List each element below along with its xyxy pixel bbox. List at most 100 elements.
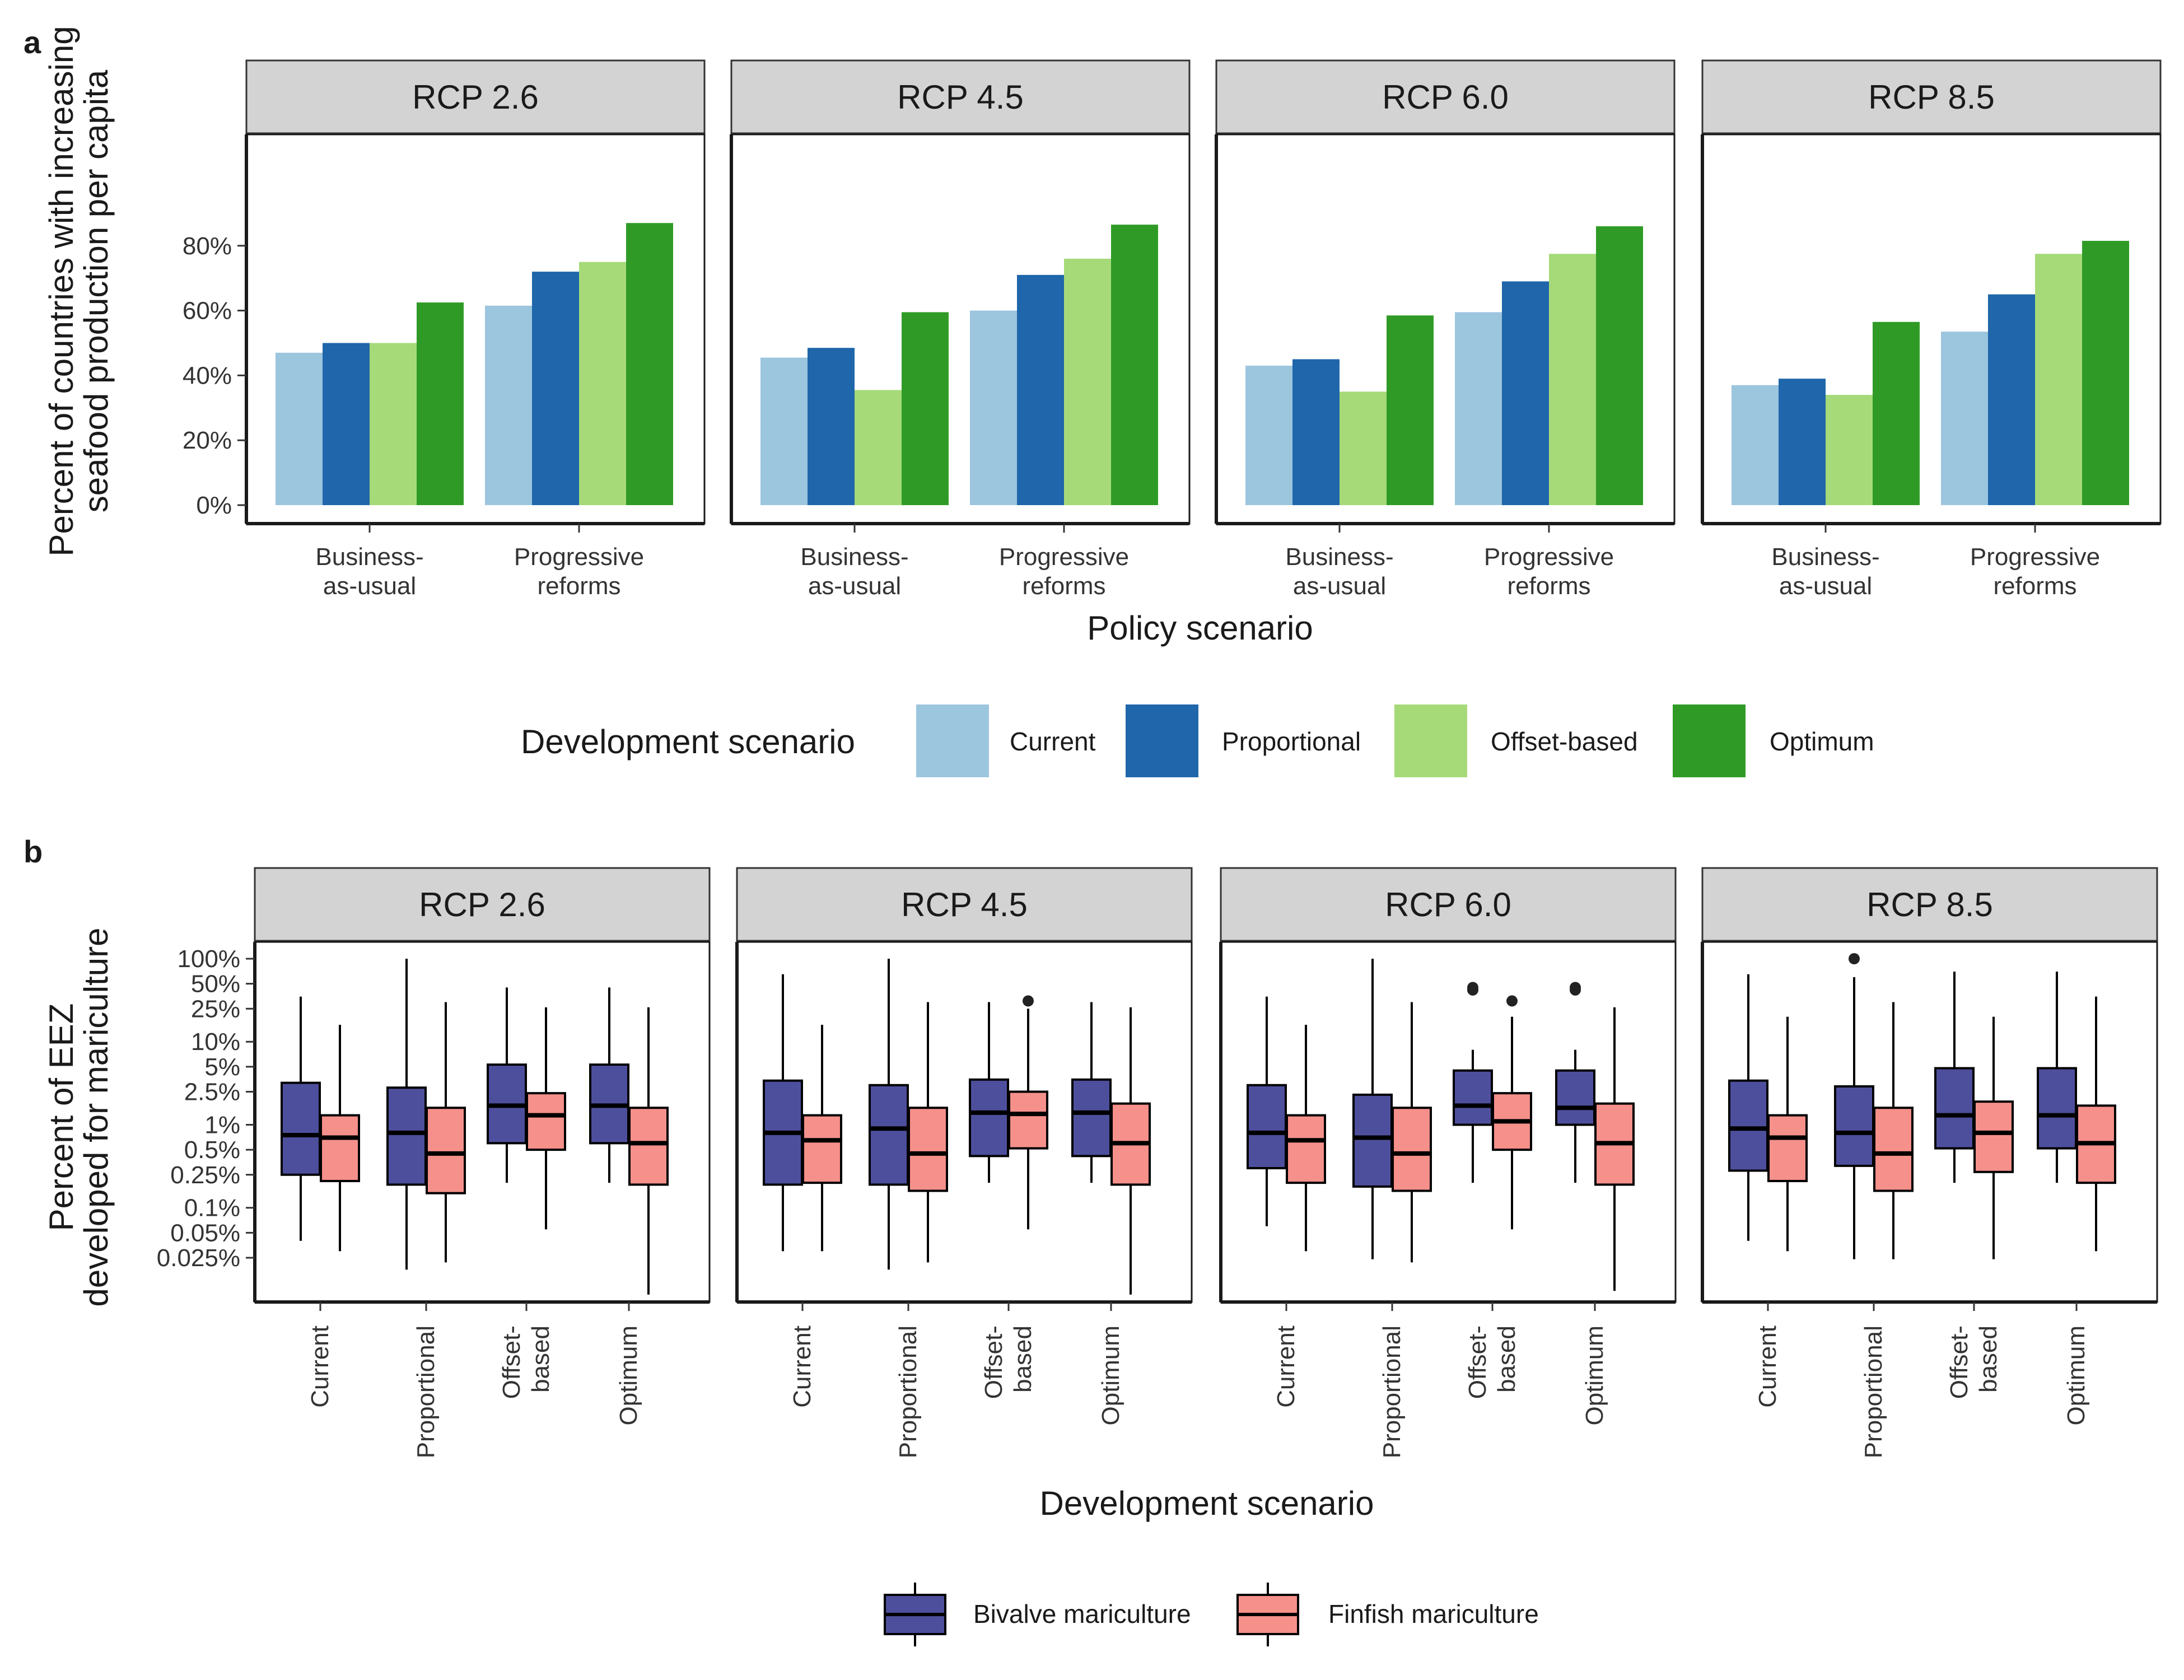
x-tick-label-line: as-usual xyxy=(323,572,416,600)
box-finfish-offset-based xyxy=(1492,995,1532,1230)
x-tick-label: Offset-based xyxy=(1464,1326,1520,1399)
x-tick-label: Offset-based xyxy=(498,1326,554,1399)
bar-offset-based-progressive-reforms xyxy=(1549,254,1596,505)
x-tick-label: Proportional xyxy=(1378,1326,1406,1458)
box-bivalve-offset-based xyxy=(1934,971,1975,1183)
bar-proportional-business-as-usual xyxy=(808,348,855,505)
bar-offset-based-progressive-reforms xyxy=(579,262,626,505)
box-bivalve-current xyxy=(1728,974,1768,1241)
y-tick-label: 0.25% xyxy=(170,1161,240,1189)
box-body xyxy=(802,1114,842,1184)
box-bivalve-offset-based xyxy=(969,1002,1009,1183)
box-bivalve-optimum xyxy=(1555,982,1595,1183)
legend-label-offset-based: Offset-based xyxy=(1491,727,1638,756)
box-finfish-offset-based xyxy=(1008,995,1048,1230)
x-tick-label-line: Progressive xyxy=(514,543,644,571)
box-body xyxy=(1352,1093,1393,1188)
x-tick-label-line: as-usual xyxy=(808,572,901,600)
bar-current-progressive-reforms xyxy=(970,310,1017,505)
facet-strip xyxy=(1701,867,2158,942)
legend: Development scenario Current Proportional O… xyxy=(521,704,1874,777)
box-body xyxy=(386,1086,427,1186)
legend-key-current xyxy=(916,704,989,777)
x-tick-label: Proportional xyxy=(1860,1326,1887,1458)
y-tick-label: 25% xyxy=(191,995,240,1023)
outlier-point xyxy=(1849,953,1860,964)
facet-label: RCP 6.0 xyxy=(1382,78,1509,116)
facet-label: RCP 6.0 xyxy=(1385,886,1511,923)
y-tick-label: 0.5% xyxy=(184,1136,240,1164)
x-tick-label-line: Progressive xyxy=(999,543,1129,571)
facet-rcp-8-5: RCP 8.5 Current Proportional Offset-based Op… xyxy=(1701,867,2158,1458)
legend-label-current: Current xyxy=(1010,727,1096,756)
box-body xyxy=(1247,1084,1287,1170)
box-body xyxy=(969,1078,1009,1158)
facet-strip xyxy=(730,59,1191,134)
box-body xyxy=(1286,1114,1326,1184)
box-finfish-optimum xyxy=(2076,996,2116,1252)
x-tick-label-line: Current xyxy=(306,1326,334,1408)
bar-offset-based-progressive-reforms xyxy=(1064,258,1111,505)
x-tick-label: Optimum xyxy=(1097,1326,1124,1425)
box-bivalve-current xyxy=(1247,996,1287,1226)
bar-offset-based-business-as-usual xyxy=(855,390,902,505)
bar-optimum-business-as-usual xyxy=(1873,321,1920,505)
y-tick-label: 5% xyxy=(204,1053,240,1081)
box-finfish-current xyxy=(1767,1016,1808,1252)
legend-key-offset-based xyxy=(1394,704,1467,777)
x-tick-label-line: Business- xyxy=(315,543,423,571)
y-tick-label: 60% xyxy=(183,297,232,325)
box-body xyxy=(1873,1107,1914,1192)
y-tick-label: 1% xyxy=(204,1111,240,1138)
outlier-point xyxy=(1506,995,1518,1007)
y-axis-title: Percent of EEZdeveloped for mariculture xyxy=(43,927,115,1306)
x-tick-label: Business-as-usual xyxy=(1285,543,1393,600)
y-tick-label: 80% xyxy=(183,232,232,260)
x-tick-label-line: as-usual xyxy=(1293,572,1386,600)
facet-rcp-6-0: RCP 6.0 Business-as-usual Progressive refor… xyxy=(1215,59,1676,600)
box-bivalve-proportional xyxy=(1834,953,1874,1259)
x-tick-label: Progressive reforms xyxy=(1484,543,1614,600)
bar-current-business-as-usual xyxy=(276,352,323,505)
legend-label-bivalve: Bivalve mariculture xyxy=(973,1599,1191,1628)
y-tick-label: 10% xyxy=(191,1028,240,1056)
x-tick-label: Optimum xyxy=(2062,1326,2090,1425)
x-tick-label: Business-as-usual xyxy=(315,543,423,600)
facet-rcp-6-0: RCP 6.0 Current Proportional Offset-based Op… xyxy=(1219,867,1677,1458)
bar-optimum-progressive-reforms xyxy=(626,223,673,505)
bar-current-business-as-usual xyxy=(760,357,808,505)
x-tick-label-line: Offset- xyxy=(1464,1326,1491,1399)
bar-proportional-business-as-usual xyxy=(1779,379,1826,505)
x-tick-label-line: Business- xyxy=(800,543,908,571)
box-finfish-offset-based xyxy=(1973,1016,2014,1259)
x-tick-label: Progressive reforms xyxy=(514,543,644,600)
x-tick-label: Current xyxy=(1272,1326,1300,1408)
x-tick-label-line: Progressive xyxy=(1970,543,2100,571)
facet-strip xyxy=(254,867,711,942)
x-tick-label-line: reforms xyxy=(1507,572,1590,600)
x-tick-label: Progressive reforms xyxy=(999,543,1129,600)
x-tick-label-line: reforms xyxy=(1022,572,1105,600)
x-tick-label-line: Offset- xyxy=(1945,1326,1973,1399)
y-axis-title-line: developed for mariculture xyxy=(77,927,115,1306)
outlier-point xyxy=(1570,982,1581,993)
box-bivalve-current xyxy=(763,974,803,1252)
facet-rcp-4-5: RCP 4.5 Current Proportional Offset-based Op… xyxy=(735,867,1193,1458)
x-tick-label: Offset-based xyxy=(1945,1326,2002,1399)
box-bivalve-optimum xyxy=(1071,1002,1112,1183)
box-body xyxy=(908,1107,948,1192)
facet-rcp-4-5: RCP 4.5 Business-as-usual Progressive refor… xyxy=(730,59,1191,600)
facet-rcp-2-6: RCP 2.6 Current Proportional Offset-based Op… xyxy=(253,867,711,1458)
y-tick-label: 20% xyxy=(183,427,232,454)
box-bivalve-optimum xyxy=(589,987,629,1183)
x-tick-label-line: Optimum xyxy=(2062,1326,2090,1425)
bar-offset-based-progressive-reforms xyxy=(2035,254,2082,505)
box-body xyxy=(1555,1069,1595,1126)
y-tick-label: 2.5% xyxy=(184,1079,240,1106)
box-body xyxy=(1392,1107,1432,1192)
box-bivalve-proportional xyxy=(386,959,427,1270)
x-tick-label-line: based xyxy=(527,1326,554,1393)
facet-label: RCP 2.6 xyxy=(419,886,545,923)
